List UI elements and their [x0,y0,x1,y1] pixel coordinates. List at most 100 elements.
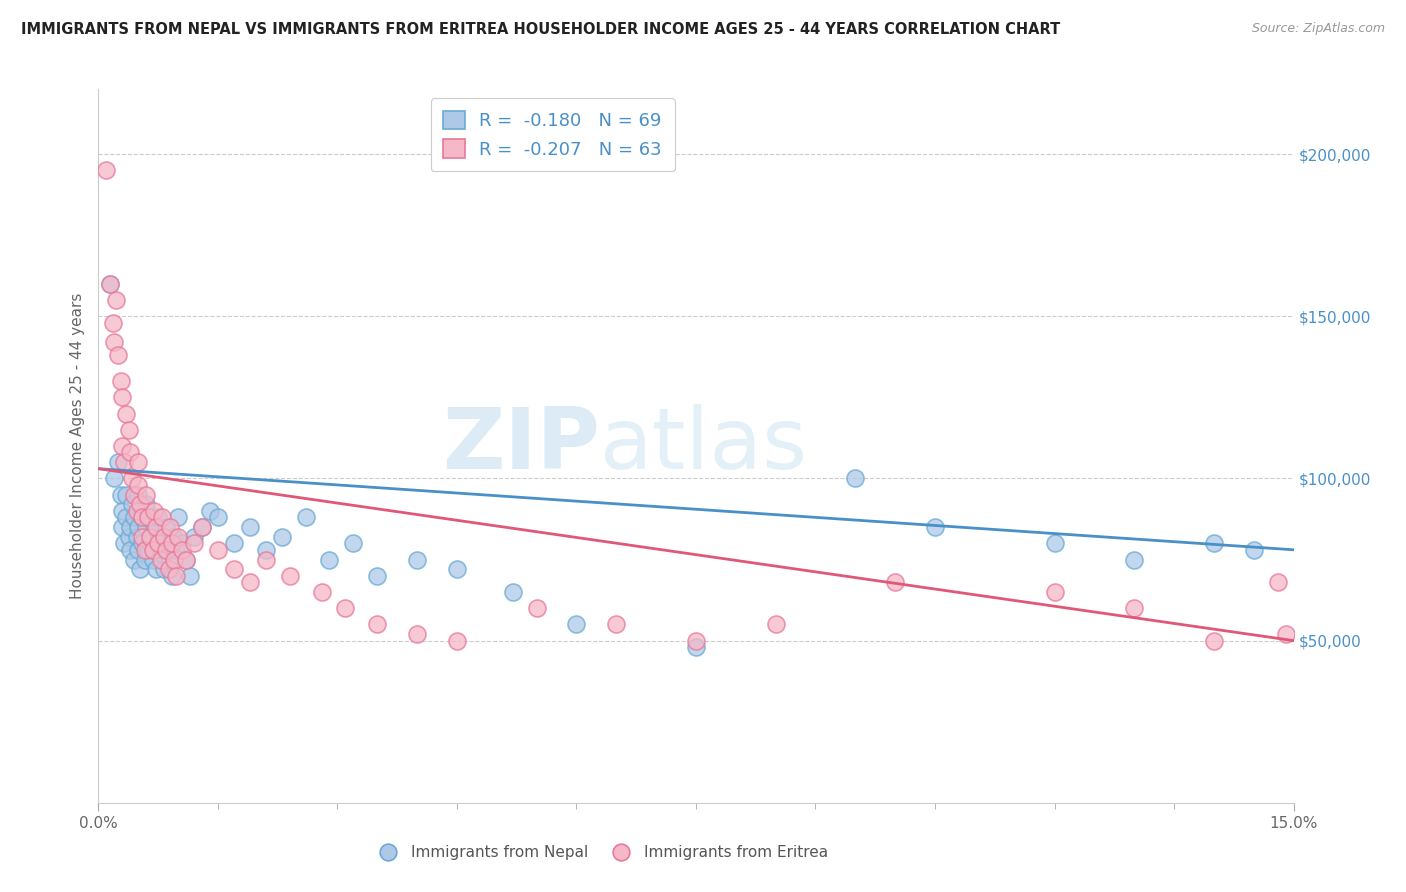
Point [1202,536,1225,550]
Point [111,504,134,518]
Point [278,568,301,582]
Point [145,520,167,534]
Point [111,390,134,404]
Point [163,530,186,544]
Point [110,488,132,502]
Point [131,510,153,524]
Text: ZIP: ZIP [443,404,600,488]
Point [294,510,316,524]
Point [159,552,181,566]
Point [446,633,468,648]
Point [125,530,148,544]
Point [124,510,146,524]
Point [502,585,524,599]
Point [1123,552,1146,566]
Point [152,530,174,544]
Point [149,530,172,544]
Point [127,478,149,492]
Point [685,640,707,654]
Point [131,510,153,524]
Point [139,530,162,544]
Point [172,536,194,550]
Point [191,520,214,534]
Point [124,488,146,502]
Point [191,520,214,534]
Point [118,530,141,544]
Point [115,510,138,524]
Point [174,552,197,566]
Point [884,575,907,590]
Point [605,617,627,632]
Point [103,335,125,350]
Point [152,562,174,576]
Point [128,562,150,576]
Point [131,536,153,550]
Point [207,542,229,557]
Point [134,542,156,557]
Point [139,536,162,550]
Point [128,497,150,511]
Point [127,542,149,557]
Point [765,617,787,632]
Point [135,520,157,534]
Point [127,455,149,469]
Point [163,552,186,566]
Point [254,542,277,557]
Point [134,552,156,566]
Point [143,542,166,557]
Point [150,510,173,524]
Point [155,542,177,557]
Point [685,633,707,648]
Point [1043,536,1066,550]
Point [183,536,205,550]
Point [127,520,149,534]
Point [222,562,245,576]
Point [239,575,262,590]
Point [145,562,167,576]
Point [107,348,129,362]
Point [143,520,166,534]
Point [160,536,183,550]
Point [127,488,149,502]
Point [239,520,262,534]
Point [167,510,190,524]
Point [844,471,866,485]
Point [1267,575,1289,590]
Point [1274,627,1296,641]
Point [311,585,333,599]
Point [110,374,132,388]
Point [136,542,159,557]
Legend: Immigrants from Nepal, Immigrants from Eritrea: Immigrants from Nepal, Immigrants from E… [366,839,835,866]
Point [142,552,165,566]
Point [207,510,229,524]
Point [179,568,201,582]
Text: Source: ZipAtlas.com: Source: ZipAtlas.com [1251,22,1385,36]
Point [222,536,245,550]
Point [406,552,429,566]
Point [98,277,122,291]
Point [342,536,364,550]
Point [121,497,143,511]
Point [270,530,292,544]
Point [101,316,124,330]
Point [1243,542,1265,557]
Point [526,601,548,615]
Point [112,455,135,469]
Point [183,530,205,544]
Point [254,552,277,566]
Point [103,471,125,485]
Point [136,510,159,524]
Point [924,520,946,534]
Point [118,423,141,437]
Point [120,520,142,534]
Point [565,617,588,632]
Point [159,520,181,534]
Point [111,520,134,534]
Text: IMMIGRANTS FROM NEPAL VS IMMIGRANTS FROM ERITREA HOUSEHOLDER INCOME AGES 25 - 44: IMMIGRANTS FROM NEPAL VS IMMIGRANTS FROM… [21,22,1060,37]
Point [198,504,221,518]
Point [446,562,468,576]
Point [318,552,340,566]
Point [1123,601,1146,615]
Point [406,627,429,641]
Point [166,568,188,582]
